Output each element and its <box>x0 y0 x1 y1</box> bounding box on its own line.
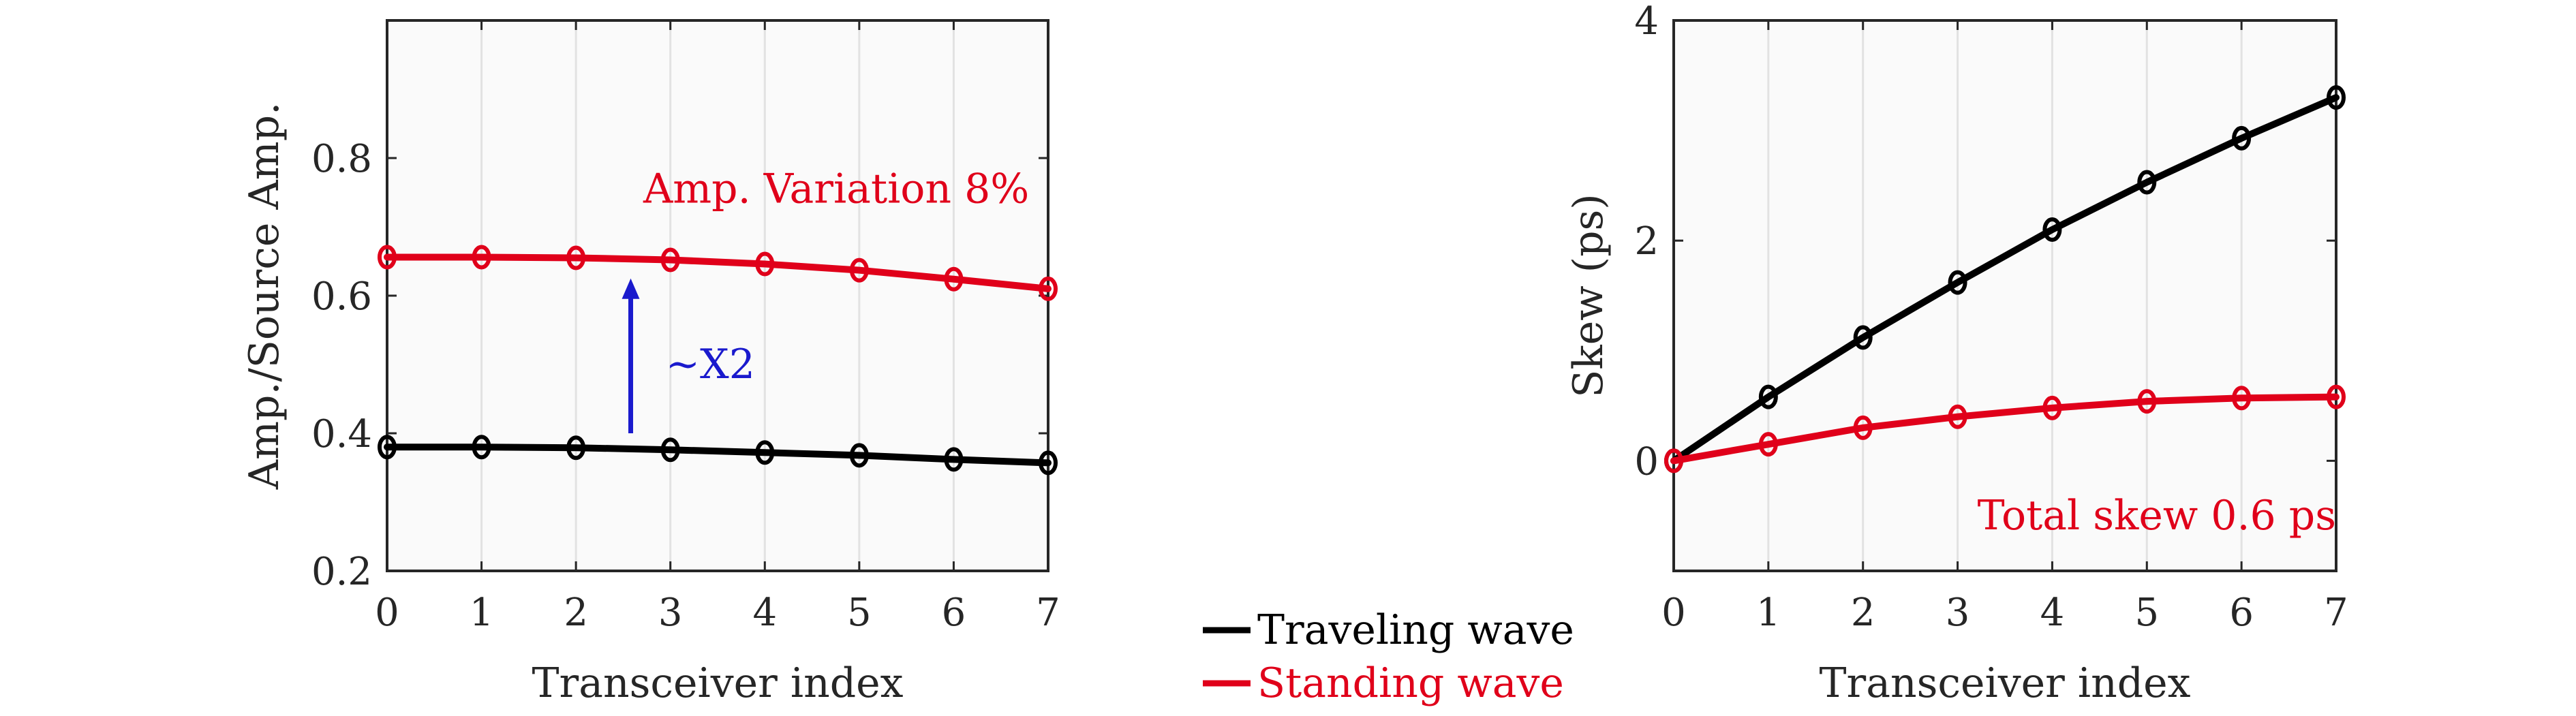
data-point <box>472 245 491 270</box>
amplitude-chart: 0 1 2 3 4 5 6 7 0.2 0.4 0.6 0.8 Transceiver index Amp… <box>241 19 1060 707</box>
x-tick-label: 6 <box>942 591 966 635</box>
x-tick-label: 7 <box>2324 591 2348 635</box>
x-tick-label: 4 <box>752 591 777 635</box>
x-tick-label: 2 <box>564 591 588 635</box>
data-point <box>2232 125 2252 151</box>
annotation-text: ~X2 <box>666 341 755 388</box>
data-point <box>1853 325 1873 350</box>
x-tick-label: 1 <box>470 591 494 635</box>
y-tick-label: 0.4 <box>311 412 372 456</box>
data-point <box>378 245 397 270</box>
series-line-0 <box>1670 94 2340 465</box>
x-tick-label: 4 <box>2040 591 2065 635</box>
legend-label-standing: Standing wave <box>1257 659 1564 707</box>
arrow-head <box>622 278 640 299</box>
y-tick-label: 0 <box>1634 439 1659 484</box>
y-tick-label: 0.6 <box>311 275 372 319</box>
data-point <box>1758 384 1778 409</box>
data-point <box>2042 395 2062 420</box>
data-point <box>1039 276 1058 301</box>
x-tick-label: 3 <box>1946 591 1970 635</box>
data-point <box>944 447 964 472</box>
data-point <box>660 247 680 273</box>
x-tick-label: 3 <box>658 591 683 635</box>
x-tick-label: 6 <box>2229 591 2254 635</box>
data-point <box>1948 270 1967 295</box>
data-point <box>1948 404 1967 429</box>
annotation-text: Total skew 0.6 ps <box>1978 492 2336 540</box>
x-tick-label: 0 <box>375 591 399 635</box>
y-axis-label: Amp./Source Amp. <box>241 102 288 490</box>
x-tick-label: 0 <box>1661 591 1686 635</box>
y-tick-label: 2 <box>1634 219 1659 264</box>
x-tick-label: 7 <box>1036 591 1060 635</box>
skew-chart: 0 1 2 3 4 5 6 7 0 2 4 Transceiver index Skew (ps) Tot… <box>1565 0 2348 707</box>
data-point <box>2137 389 2157 414</box>
data-point <box>1039 450 1058 476</box>
plot-area <box>1674 20 2336 571</box>
series-line-0 <box>384 443 1052 467</box>
data-point <box>755 251 775 277</box>
data-point <box>2232 386 2252 411</box>
x-axis-label: Transceiver index <box>532 659 904 707</box>
data-point <box>849 258 869 283</box>
data-point <box>1664 448 1683 473</box>
data-point <box>944 266 964 292</box>
x-tick-label: 2 <box>1851 591 1875 635</box>
data-point <box>566 245 586 270</box>
data-point <box>2327 384 2346 409</box>
data-point <box>2327 85 2346 110</box>
axes-frame <box>1672 19 2337 572</box>
data-point <box>1758 432 1778 457</box>
y-axis-label: Skew (ps) <box>1565 193 1612 397</box>
x-tick-label: 5 <box>2134 591 2159 635</box>
data-point <box>2042 217 2062 243</box>
data-point <box>378 435 397 460</box>
x-tick-label: 1 <box>1756 591 1781 635</box>
data-point <box>660 437 680 463</box>
data-point <box>472 435 491 460</box>
y-tick-label: 0.8 <box>311 137 372 181</box>
x-tick-label: 5 <box>847 591 872 635</box>
plot-area <box>387 20 1048 571</box>
y-tick-label: 4 <box>1634 0 1659 44</box>
legend-label-traveling: Traveling wave <box>1257 606 1574 654</box>
data-point <box>755 440 775 465</box>
data-point <box>566 435 586 461</box>
data-point <box>849 443 869 468</box>
series-line-1 <box>384 253 1052 292</box>
y-tick-label: 0.2 <box>311 550 372 594</box>
data-point <box>2137 170 2157 195</box>
data-point <box>1853 415 1873 440</box>
annotation-text: Amp. Variation 8% <box>643 165 1029 213</box>
series-line-1 <box>1670 393 2340 465</box>
legend: Traveling wave Standing wave <box>1203 606 1574 707</box>
x-axis-label: Transceiver index <box>1820 659 2191 707</box>
